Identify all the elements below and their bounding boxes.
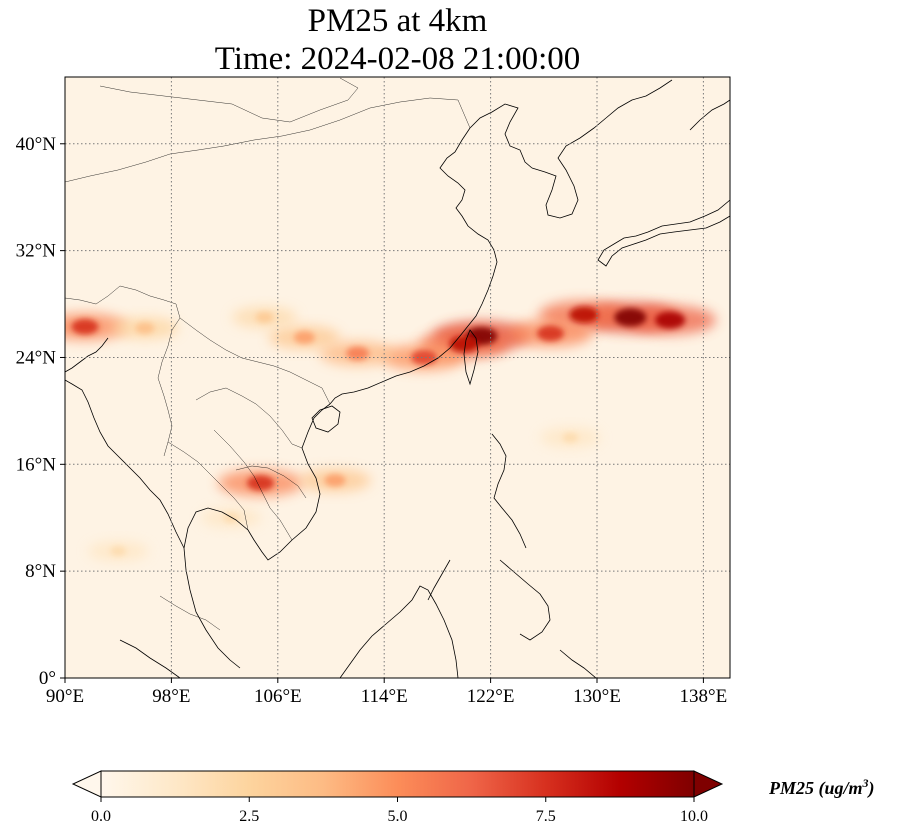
coastline-vietnam bbox=[247, 403, 331, 561]
pm25-plume-core bbox=[293, 331, 315, 344]
coastline-russia bbox=[605, 79, 673, 119]
coastline-japan bbox=[597, 199, 730, 267]
coastline-myanmar bbox=[65, 379, 185, 549]
colorbar-tick-label: 5.0 bbox=[388, 808, 408, 825]
colorbar-tick-label: 10.0 bbox=[680, 808, 708, 825]
lat-tick-label: 8°N bbox=[25, 561, 56, 582]
pm25-plume-core bbox=[614, 308, 647, 327]
latitude-ticks: 0° 8°N 16°N 24°N 32°N 40°N bbox=[16, 134, 65, 689]
lat-tick-label: 24°N bbox=[16, 347, 57, 368]
pm25-plume-core bbox=[247, 475, 275, 491]
coastline-taiwan bbox=[463, 329, 479, 386]
colorbar-ticks: 0.0 2.5 5.0 7.5 10.0 bbox=[91, 797, 708, 825]
coastlines bbox=[65, 79, 730, 678]
lon-tick-label: 130°E bbox=[573, 686, 621, 707]
map-background bbox=[65, 77, 730, 678]
lat-tick-label: 32°N bbox=[16, 241, 57, 262]
colorbar-tick-label: 7.5 bbox=[536, 808, 556, 825]
colorbar-extend-min bbox=[71, 770, 102, 798]
colorbar-tick-label: 0.0 bbox=[91, 808, 111, 825]
coastline-palawan bbox=[427, 559, 451, 601]
coastline-korea bbox=[531, 117, 607, 219]
graticule bbox=[65, 77, 730, 678]
coastline-borneo bbox=[339, 585, 459, 678]
lat-tick-label: 0° bbox=[39, 668, 56, 689]
colorbar-extend-max bbox=[693, 770, 724, 798]
colorbar: 0.0 2.5 5.0 7.5 10.0 PM25 (ug/m3) bbox=[71, 770, 875, 825]
pm25-plume-core bbox=[71, 318, 99, 335]
lon-tick-label: 98°E bbox=[152, 686, 190, 707]
pm25-plume-core bbox=[449, 335, 479, 353]
lon-tick-label: 114°E bbox=[361, 686, 408, 707]
country-borders bbox=[65, 77, 471, 631]
coastline-bohai bbox=[469, 103, 533, 169]
pm25-plume-core bbox=[135, 322, 155, 334]
lon-tick-label: 90°E bbox=[46, 686, 84, 707]
pm25-plume-core bbox=[536, 325, 564, 342]
colorbar-tick-label: 2.5 bbox=[239, 808, 259, 825]
longitude-ticks: 90°E 98°E 106°E 114°E 122°E 130°E 138°E bbox=[46, 678, 727, 707]
pm25-plume-core bbox=[324, 474, 346, 487]
coastline-thailand-gulf bbox=[183, 507, 249, 669]
pm25-plume-core bbox=[655, 311, 686, 329]
coastline-china-east bbox=[329, 127, 498, 405]
colorbar-label: PM25 (ug/m3) bbox=[768, 776, 875, 799]
colorbar-body bbox=[100, 770, 695, 798]
coastline-hokkaido bbox=[689, 99, 730, 131]
map-frame bbox=[64, 76, 731, 679]
coastline-bangladesh bbox=[65, 337, 109, 373]
lat-tick-label: 16°N bbox=[16, 454, 57, 475]
coastline-philippines-south bbox=[499, 559, 551, 641]
lat-tick-label: 40°N bbox=[16, 134, 57, 155]
map-title: PM25 at 4km bbox=[307, 3, 488, 39]
pm25-plume-core bbox=[411, 349, 438, 365]
pm25-plume-core bbox=[562, 432, 579, 443]
coastline-sulawesi bbox=[559, 649, 597, 678]
lon-tick-label: 138°E bbox=[680, 686, 728, 707]
lon-tick-label: 106°E bbox=[254, 686, 302, 707]
coastline-sumatra bbox=[119, 639, 181, 678]
coastline-philippines-luzon bbox=[491, 433, 527, 549]
pm25-plume-core bbox=[110, 546, 127, 557]
pm25-plume-core bbox=[346, 346, 370, 361]
map-subtitle-time: Time: 2024-02-08 21:00:00 bbox=[214, 41, 581, 77]
pm25-plume-core bbox=[255, 311, 274, 323]
pm25-plume-core bbox=[569, 306, 599, 323]
lon-tick-label: 122°E bbox=[467, 686, 515, 707]
map-panel: 90°E 98°E 106°E 114°E 122°E 130°E 138°E 0° 8°N 1… bbox=[16, 76, 731, 707]
coastline-hainan bbox=[311, 405, 341, 433]
pm25-plume-layer bbox=[65, 300, 716, 562]
